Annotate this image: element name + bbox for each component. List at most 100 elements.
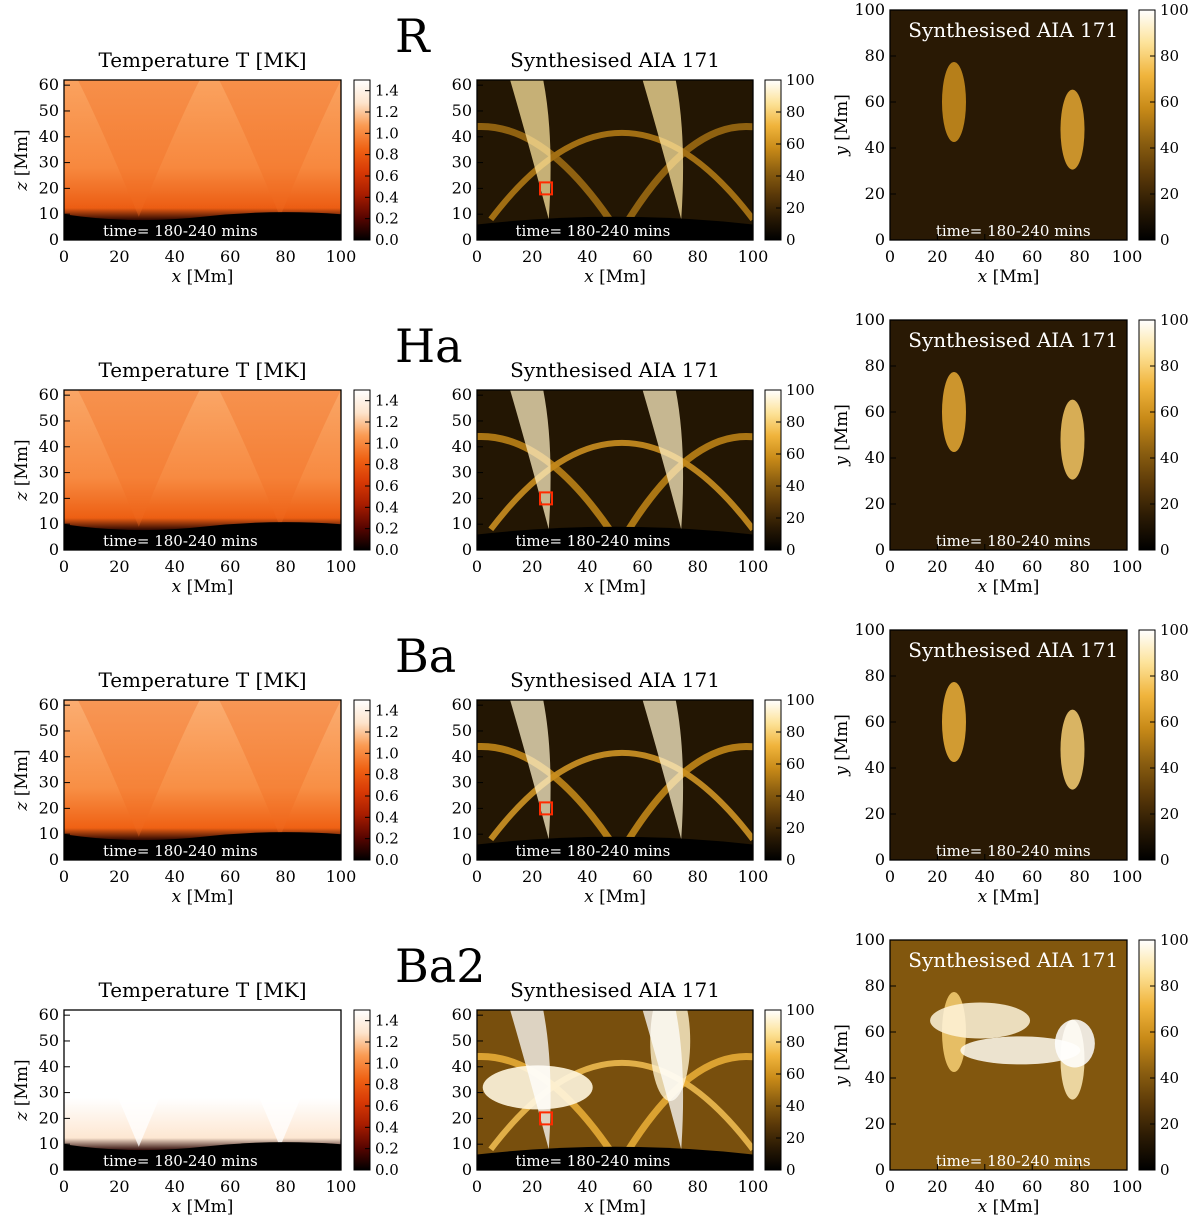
heatmap-image	[64, 80, 341, 240]
x-tick-label: 80	[1069, 867, 1089, 886]
y-tick-label: 20	[865, 494, 885, 513]
y-tick-label: 30	[39, 463, 59, 482]
temperature-plume	[219, 700, 341, 837]
x-tick-label: 60	[632, 247, 652, 266]
colorbar-tick-label: 0.6	[375, 477, 399, 495]
chromosphere-band	[64, 522, 341, 550]
x-tick-label: 0	[472, 1177, 482, 1196]
y-tick-label: 40	[39, 127, 59, 146]
x-axis-label: x [Mm]	[172, 1197, 234, 1217]
y-tick-label: 30	[452, 773, 472, 792]
bright-leg	[642, 700, 684, 840]
aia171-side-panel-ba2: time= 180-240 mins Synthesised AIA 171 0 20…	[452, 978, 815, 1217]
x-tick-label: 0	[885, 1177, 895, 1196]
plot-frame	[889, 319, 1128, 551]
x-tick-label: 40	[975, 1177, 995, 1196]
coronal-loop	[477, 742, 613, 842]
colorbar	[1138, 319, 1156, 551]
colorbar-tick-label: 60	[1160, 93, 1179, 111]
x-axis-label: x [Mm]	[172, 887, 234, 907]
colorbar-tick-label: 0	[786, 541, 796, 559]
y-tick-label: 20	[452, 488, 472, 507]
y-tick-label: 60	[452, 385, 472, 404]
plot-frame	[889, 939, 1128, 1171]
model-label: R	[395, 9, 431, 63]
y-axis-label: y [Mm]	[832, 714, 852, 777]
colorbar-tick-label: 0.6	[375, 1097, 399, 1115]
y-tick-label: 100	[854, 0, 885, 19]
x-tick-label: 100	[1112, 867, 1143, 886]
x-tick-label: 20	[109, 557, 129, 576]
colorbar-tick-label: 0.4	[375, 808, 399, 826]
colorbar	[353, 389, 371, 551]
panel-title: Temperature T [MK]	[98, 48, 306, 72]
colorbar-tick-label: 60	[786, 135, 805, 153]
time-annotation: time= 180-240 mins	[103, 532, 258, 550]
y-tick-label: 20	[452, 178, 472, 197]
colorbar-tick-label: 0.6	[375, 167, 399, 185]
time-annotation: time= 180-240 mins	[516, 1152, 671, 1170]
x-tick-label: 40	[165, 247, 185, 266]
y-tick-label: 30	[39, 1083, 59, 1102]
chromosphere-band	[64, 832, 341, 860]
colorbar-tick-label: 40	[1160, 1069, 1179, 1087]
colorbar	[353, 699, 371, 861]
y-tick-label: 50	[39, 411, 59, 430]
colorbar-tick-label: 80	[786, 723, 805, 741]
y-tick-label: 20	[39, 178, 59, 197]
x-tick-label: 0	[59, 557, 69, 576]
plot-frame	[63, 1009, 342, 1171]
emission-blob	[1060, 399, 1085, 480]
colorbar	[1138, 629, 1156, 861]
x-tick-label: 60	[1022, 867, 1042, 886]
colorbar-tick-label: 0.4	[375, 498, 399, 516]
y-tick-label: 0	[462, 540, 472, 559]
model-label: Ha	[395, 319, 463, 373]
time-annotation: time= 180-240 mins	[516, 222, 671, 240]
temperature-plume	[77, 390, 200, 527]
heatmap-image	[64, 1010, 341, 1170]
plot-frame	[476, 699, 754, 861]
colorbar-tick-label: 0.4	[375, 1118, 399, 1136]
y-tick-label: 40	[865, 758, 885, 777]
colorbar-tick-label: 0.8	[375, 456, 399, 474]
coronal-loop	[488, 749, 753, 842]
colorbar-tick-label: 1.0	[375, 744, 399, 762]
y-tick-label: 40	[39, 747, 59, 766]
emission-blob	[941, 682, 966, 762]
y-tick-label: 20	[452, 1108, 472, 1127]
temperature-panel-ba2: time= 180-240 mins Temperature T [MK] 0 20 4…	[12, 978, 399, 1217]
colorbar-tick-label: 0.0	[375, 1161, 399, 1179]
heatmap-image	[890, 10, 1127, 240]
chromosphere-band	[477, 216, 753, 240]
y-axis-label: z [Mm]	[12, 749, 32, 811]
colorbar-tick-label: 80	[786, 413, 805, 431]
x-tick-label: 80	[275, 247, 295, 266]
x-tick-label: 80	[1069, 557, 1089, 576]
y-tick-label: 60	[452, 695, 472, 714]
colorbar-tick-label: 60	[786, 755, 805, 773]
plot-frame	[889, 629, 1128, 861]
heatmap-image	[890, 940, 1127, 1170]
plot-frame	[476, 389, 754, 551]
x-tick-label: 20	[927, 1177, 947, 1196]
chromosphere-band	[477, 836, 753, 860]
coronal-loop	[625, 1052, 753, 1152]
y-tick-label: 0	[49, 1160, 59, 1179]
y-axis-label: y [Mm]	[832, 404, 852, 467]
colorbar-tick-label: 0.8	[375, 766, 399, 784]
temperature-panel-ha: time= 180-240 mins Temperature T [MK] 0 20 4…	[12, 358, 399, 597]
x-tick-label: 0	[472, 247, 482, 266]
marker-box	[539, 181, 553, 196]
y-tick-label: 60	[865, 712, 885, 731]
time-annotation: time= 180-240 mins	[103, 1152, 258, 1170]
time-annotation: time= 180-240 mins	[936, 222, 1091, 240]
colorbar-tick-label: 0	[1160, 1161, 1170, 1179]
panel-title: Synthesised AIA 171	[510, 668, 720, 692]
x-tick-label: 20	[522, 1177, 542, 1196]
x-tick-label: 60	[632, 557, 652, 576]
coronal-loop	[625, 122, 753, 222]
x-tick-label: 80	[688, 1177, 708, 1196]
colorbar-tick-label: 100	[1160, 621, 1189, 639]
y-tick-label: 60	[865, 92, 885, 111]
